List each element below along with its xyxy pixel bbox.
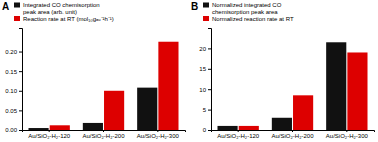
legend: Normalized integrated COchemisorption pe… — [203, 2, 294, 22]
tick: 0 — [203, 127, 211, 133]
x-axis: Au/SiO₂-H₂-120 Au/SiO₂-H₂-200 Au/SiO₂-H₂-3… — [23, 130, 186, 139]
bar — [217, 126, 237, 130]
tick-mark — [103, 130, 104, 132]
tick-mark — [346, 130, 347, 132]
legend-swatch — [203, 16, 209, 21]
tick: 15 — [199, 66, 211, 72]
tick: 0.05 — [5, 108, 22, 114]
bar — [272, 118, 292, 130]
tick-label: Au/SiO₂-H₂-120 — [217, 133, 260, 139]
legend-item: Integrated CO chemisorptionpeak area (ar… — [14, 2, 100, 15]
tick-label: 0.15 — [5, 69, 17, 75]
bar — [239, 126, 259, 130]
tick: Au/SiO₂-H₂-120 — [217, 130, 260, 139]
tick-label: 0.00 — [5, 127, 17, 133]
tick-label: 15 — [199, 66, 206, 72]
tick-mark — [19, 130, 22, 131]
tick-mark — [19, 110, 22, 111]
legend-item: Normalized integrated COchemisorption pe… — [203, 2, 282, 15]
bar — [137, 88, 157, 130]
tick: 0.15 — [5, 69, 22, 75]
bars — [28, 42, 178, 130]
bar — [326, 42, 346, 130]
tick: 10 — [199, 87, 211, 93]
tick-label: Au/SiO₂-H₂-200 — [82, 133, 125, 139]
bar — [347, 52, 367, 130]
legend-label: Normalized integrated COchemisorption pe… — [212, 2, 282, 15]
axis-line — [208, 29, 212, 131]
tick-label: 5 — [203, 107, 207, 113]
legend-item: Reaction rate at RT (mol₁₀gₐᵤ⁻¹h⁻¹) — [14, 16, 114, 22]
tick-label: 0.05 — [5, 108, 17, 114]
tick-label: 10 — [199, 87, 206, 93]
legend-label: Reaction rate at RT (mol₁₀gₐᵤ⁻¹h⁻¹) — [23, 16, 114, 22]
y-axis: 0.00 0.05 0.10 0.15 0.20 — [5, 29, 22, 134]
tick-label: 20 — [199, 46, 206, 52]
tick: 5 — [203, 107, 211, 113]
legend-swatch — [14, 16, 20, 21]
tick-mark — [157, 130, 158, 132]
tick: Au/SiO₂-H₂-300 — [326, 130, 369, 139]
chart: 0.000.050.100.150.20Au/SiO₂-H₂-120Au/SiO… — [0, 0, 378, 142]
bar — [293, 95, 313, 130]
bars — [217, 42, 367, 130]
tick-mark — [208, 110, 211, 111]
axis-line — [19, 29, 23, 131]
tick-mark — [208, 48, 211, 49]
panel: 05101520Au/SiO₂-H₂-120Au/SiO₂-H₂-200Au/S… — [191, 1, 375, 139]
legend-item: Normalized reaction rate at RT — [203, 16, 294, 22]
tick-label: Au/SiO₂-H₂-120 — [28, 133, 71, 139]
legend-swatch — [203, 3, 209, 8]
panel-label: A — [2, 1, 9, 12]
tick-mark — [208, 89, 211, 90]
legend: Integrated CO chemisorptionpeak area (ar… — [14, 2, 114, 22]
tick-label: 0.20 — [5, 49, 17, 55]
tick-mark — [292, 130, 293, 132]
tick-mark — [19, 71, 22, 72]
tick: 20 — [199, 46, 211, 52]
tick-mark — [208, 69, 211, 70]
tick-label: 0.10 — [5, 88, 17, 94]
y-axis: 0 5 10 15 20 — [199, 29, 211, 134]
tick: Au/SiO₂-H₂-300 — [137, 130, 180, 139]
tick: Au/SiO₂-H₂-200 — [82, 130, 125, 139]
tick-label: Au/SiO₂-H₂-300 — [137, 133, 180, 139]
tick-label: 0 — [203, 127, 207, 133]
tick-mark — [208, 130, 211, 131]
tick-mark — [19, 52, 22, 53]
tick-label: Au/SiO₂-H₂-300 — [326, 133, 369, 139]
tick: 0.10 — [5, 88, 22, 94]
bar — [158, 42, 178, 130]
tick-mark — [238, 130, 239, 132]
tick: 0.00 — [5, 127, 22, 133]
tick-mark — [49, 130, 50, 132]
x-axis: Au/SiO₂-H₂-120 Au/SiO₂-H₂-200 Au/SiO₂-H₂-3… — [212, 130, 375, 139]
tick-mark — [19, 91, 22, 92]
bar — [83, 123, 103, 130]
panel-label: B — [191, 1, 198, 12]
tick-label: Au/SiO₂-H₂-200 — [271, 133, 314, 139]
bar — [50, 125, 70, 130]
bar — [28, 128, 48, 130]
bar — [104, 91, 124, 130]
axis-line — [23, 131, 186, 133]
panel: 0.000.050.100.150.20Au/SiO₂-H₂-120Au/SiO… — [2, 1, 186, 139]
legend-label: Integrated CO chemisorptionpeak area (ar… — [23, 2, 100, 15]
plot-area: 0.000.050.100.150.20Au/SiO₂-H₂-120Au/SiO… — [5, 29, 185, 140]
tick: 0.20 — [5, 49, 22, 55]
legend-swatch — [14, 3, 20, 8]
tick: Au/SiO₂-H₂-200 — [271, 130, 314, 139]
tick: Au/SiO₂-H₂-120 — [28, 130, 71, 139]
plot-area: 05101520Au/SiO₂-H₂-120Au/SiO₂-H₂-200Au/S… — [199, 29, 374, 140]
legend-label: Normalized reaction rate at RT — [212, 16, 294, 22]
axis-line — [212, 131, 375, 133]
